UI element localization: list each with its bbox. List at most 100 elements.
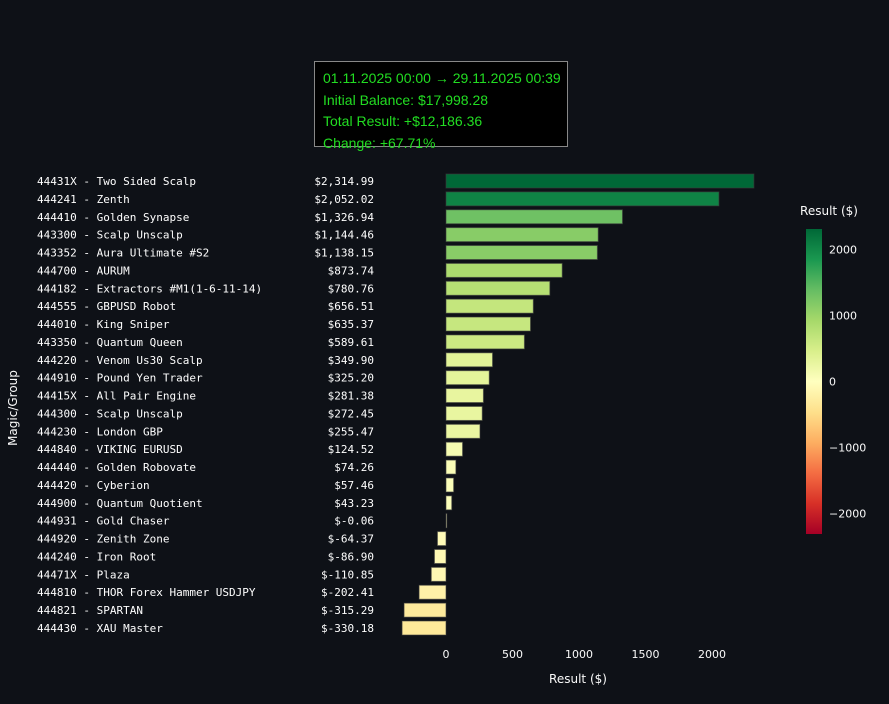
- bar[interactable]: [445, 227, 599, 243]
- colorbar-tick-label: 2000: [829, 244, 857, 257]
- bar[interactable]: [401, 620, 447, 636]
- bar[interactable]: [445, 459, 457, 475]
- bar[interactable]: [418, 584, 447, 600]
- bar[interactable]: [445, 209, 623, 225]
- category-label: 443352 - Aura Ultimate #S2: [37, 247, 209, 260]
- value-label: $43.23: [334, 497, 374, 510]
- bar[interactable]: [445, 388, 484, 404]
- bar[interactable]: [445, 441, 464, 457]
- bar[interactable]: [445, 262, 563, 278]
- value-label: $2,052.02: [314, 193, 374, 206]
- category-label: 444220 - Venom Us30 Scalp: [37, 354, 203, 367]
- category-label: 444182 - Extractors #M1(1-6-11-14): [37, 282, 262, 295]
- value-label: $1,326.94: [314, 211, 374, 224]
- category-label: 444410 - Golden Synapse: [37, 211, 189, 224]
- value-label: $-86.90: [328, 550, 374, 563]
- category-label: 44415X - All Pair Engine: [37, 390, 196, 403]
- category-label: 444230 - London GBP: [37, 425, 163, 438]
- value-label: $-202.41: [321, 586, 374, 599]
- total-result-text: Total Result: +$12,186.36: [323, 113, 483, 129]
- change-text: Change: +67.71%: [323, 134, 436, 151]
- x-tick-label: 1000: [565, 648, 593, 661]
- category-label: 444931 - Gold Chaser: [37, 515, 170, 528]
- value-label: $2,314.99: [314, 175, 374, 188]
- category-label: 444240 - Iron Root: [37, 550, 156, 563]
- value-label: $272.45: [328, 407, 374, 420]
- bar[interactable]: [445, 298, 534, 314]
- initial-balance-text: Initial Balance: $17,998.28: [323, 91, 489, 108]
- bar[interactable]: [445, 245, 598, 261]
- x-tick-label: 1500: [632, 648, 660, 661]
- value-label: $589.61: [328, 336, 374, 349]
- value-label: $873.74: [328, 264, 375, 277]
- category-label: 444810 - THOR Forex Hammer USDJPY: [37, 586, 256, 599]
- value-label: $-330.18: [321, 622, 374, 635]
- value-label: $-315.29: [321, 604, 374, 617]
- value-label: $255.47: [328, 425, 374, 438]
- category-label: 444010 - King Sniper: [37, 318, 170, 331]
- summary-box: 01.11.2025 00:00 → 29.11.2025 00:39 Init…: [314, 61, 568, 151]
- value-label: $1,144.46: [314, 229, 374, 242]
- category-label: 444430 - XAU Master: [37, 622, 163, 635]
- category-labels: 44431X - Two Sided Scalp 444241 - Zenth 44…: [37, 175, 262, 635]
- y-axis-title: Magic/Group: [6, 370, 20, 446]
- x-tick-label: 500: [502, 648, 523, 661]
- value-label: $74.26: [334, 461, 374, 474]
- category-label: 444700 - AURUM: [37, 264, 130, 277]
- colorbar-tick-label: −1000: [829, 441, 866, 454]
- category-label: 444420 - Cyberion: [37, 479, 150, 492]
- colorbar-ticks: 2000 1000 0 −1000 −2000: [829, 244, 866, 521]
- bar[interactable]: [445, 495, 453, 511]
- bar[interactable]: [433, 548, 447, 564]
- bar[interactable]: [445, 513, 448, 529]
- colorbar: [806, 229, 822, 534]
- category-label: 444840 - VIKING EURUSD: [37, 443, 183, 456]
- colorbar-title: Result ($): [800, 204, 858, 218]
- bars: [401, 173, 755, 636]
- value-label: $349.90: [328, 354, 374, 367]
- value-label: $124.52: [328, 443, 374, 456]
- category-label: 444241 - Zenth: [37, 193, 130, 206]
- category-label: 443300 - Scalp Unscalp: [37, 229, 183, 242]
- value-label: $656.51: [328, 300, 374, 313]
- x-axis-ticks: 0 500 1000 1500 2000: [443, 648, 727, 661]
- category-label: 44471X - Plaza: [37, 568, 130, 581]
- bar[interactable]: [445, 405, 483, 421]
- value-labels: $2,314.99 $2,052.02 $1,326.94 $1,144.46 $1,1…: [314, 175, 374, 635]
- category-label: 444300 - Scalp Unscalp: [37, 407, 183, 420]
- bar[interactable]: [445, 477, 455, 493]
- value-label: $-64.37: [328, 533, 374, 546]
- x-tick-label: 0: [443, 648, 450, 661]
- bar[interactable]: [445, 173, 755, 189]
- bar[interactable]: [430, 566, 447, 582]
- bar[interactable]: [445, 191, 720, 207]
- category-label: 444440 - Golden Robovate: [37, 461, 196, 474]
- period-text: 01.11.2025 00:00 → 29.11.2025 00:39: [323, 70, 561, 86]
- bar[interactable]: [403, 602, 447, 618]
- value-label: $1,138.15: [314, 247, 374, 260]
- category-label: 444910 - Pound Yen Trader: [37, 372, 203, 385]
- bar[interactable]: [445, 280, 551, 296]
- value-label: $-0.06: [334, 515, 374, 528]
- category-label: 444821 - SPARTAN: [37, 604, 143, 617]
- category-label: 444555 - GBPUSD Robot: [37, 300, 176, 313]
- bar[interactable]: [436, 531, 447, 547]
- x-axis-title: Result ($): [549, 672, 607, 686]
- value-label: $57.46: [334, 479, 374, 492]
- bar[interactable]: [445, 423, 481, 439]
- category-label: 444900 - Quantum Quotient: [37, 497, 203, 510]
- value-label: $281.38: [328, 390, 374, 403]
- value-label: $-110.85: [321, 568, 374, 581]
- category-label: 443350 - Quantum Queen: [37, 336, 183, 349]
- bar[interactable]: [445, 370, 490, 386]
- value-label: $325.20: [328, 372, 374, 385]
- x-tick-label: 2000: [698, 648, 726, 661]
- bar[interactable]: [445, 352, 494, 368]
- colorbar-tick-label: −2000: [829, 507, 866, 520]
- colorbar-tick-label: 1000: [829, 310, 857, 323]
- bar[interactable]: [445, 334, 525, 350]
- colorbar-tick-label: 0: [829, 376, 836, 389]
- bar[interactable]: [445, 316, 532, 332]
- category-label: 44431X - Two Sided Scalp: [37, 175, 196, 188]
